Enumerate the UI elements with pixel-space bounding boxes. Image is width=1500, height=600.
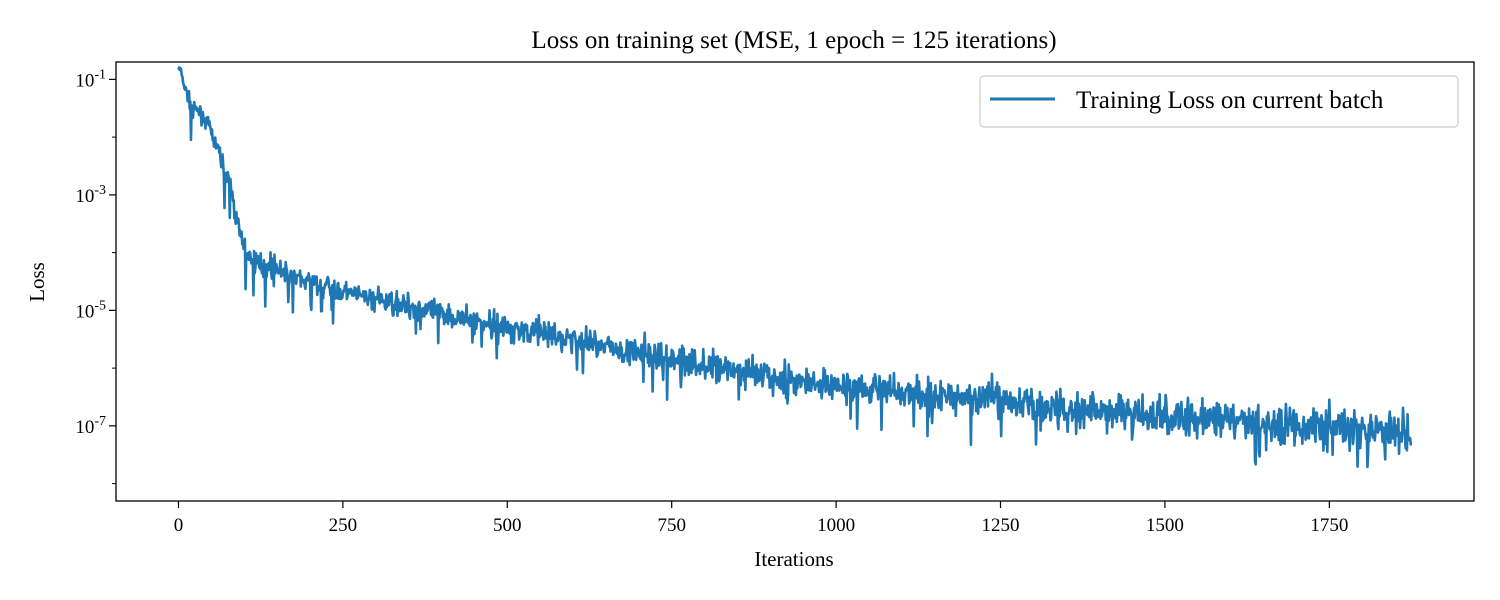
legend-label: Training Loss on current batch xyxy=(1076,87,1384,114)
x-tick-label: 750 xyxy=(657,515,686,536)
legend: Training Loss on current batch xyxy=(979,75,1459,128)
x-tick-label: 1750 xyxy=(1310,515,1348,536)
series-line-training-loss xyxy=(177,66,1413,469)
y-tick-label: 10-1 xyxy=(75,67,106,91)
y-tick-label: 10-5 xyxy=(75,298,106,322)
plot-frame xyxy=(115,61,1475,502)
x-tick-label: 1250 xyxy=(982,515,1020,536)
x-tick-label: 1000 xyxy=(817,515,855,536)
plot-area xyxy=(177,66,1413,469)
y-axis: 10-7 10-5 10-3 10-1 xyxy=(75,67,116,485)
x-axis: 0 250 500 750 1000 1250 1500 1750 xyxy=(174,501,1348,536)
y-tick-label: 10-7 xyxy=(75,414,106,438)
x-tick-label: 0 xyxy=(174,515,184,536)
y-axis-label: Loss xyxy=(25,262,49,302)
y-tick-label: 10-3 xyxy=(75,183,106,207)
x-axis-label: Iterations xyxy=(754,547,833,571)
chart-title: Loss on training set (MSE, 1 epoch = 125… xyxy=(531,27,1056,54)
x-tick-label: 1500 xyxy=(1146,515,1184,536)
legend-box xyxy=(979,75,1459,128)
x-tick-label: 250 xyxy=(329,515,358,536)
x-tick-label: 500 xyxy=(493,515,522,536)
